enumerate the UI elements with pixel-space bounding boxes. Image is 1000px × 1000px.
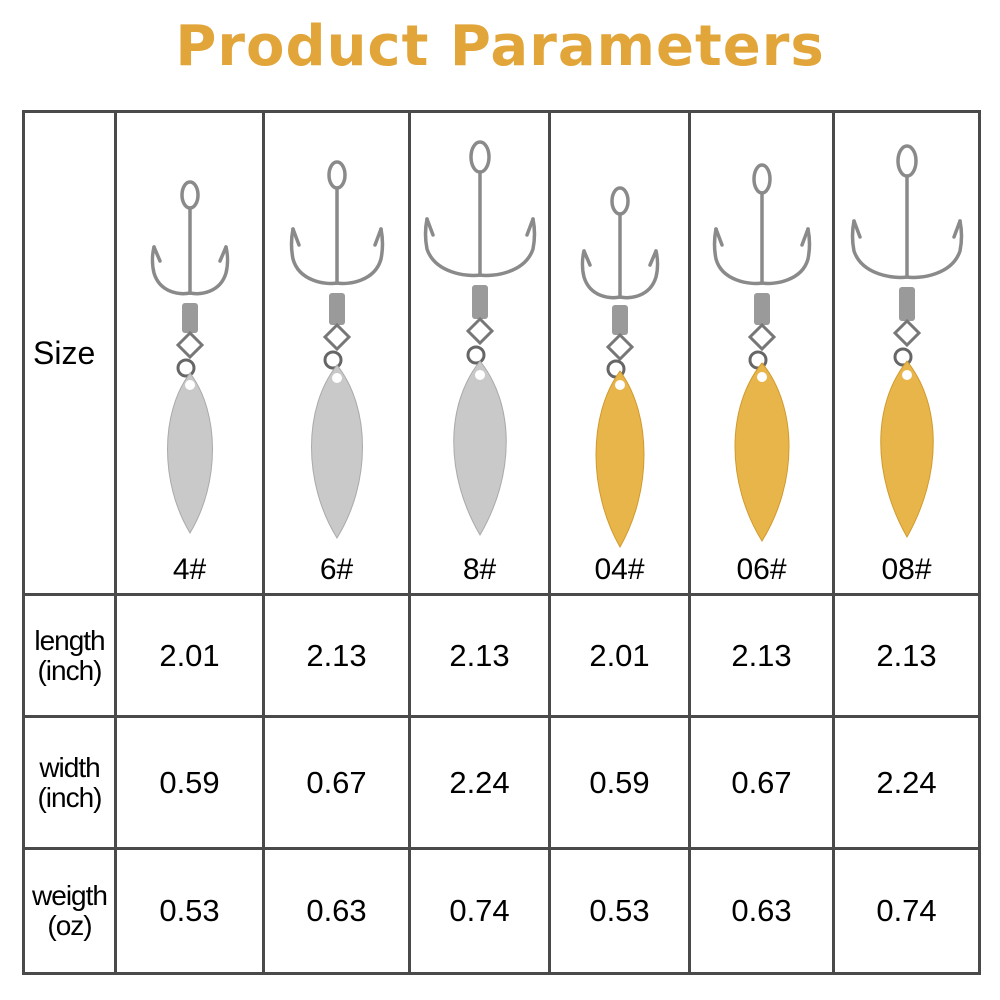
size-cell: 06# — [688, 110, 835, 596]
gold-spinner-hook-icon — [580, 186, 659, 549]
length-value: 2.13 — [408, 593, 551, 718]
gold-spinner-hook-icon — [850, 144, 963, 539]
size-label: 06# — [736, 553, 787, 586]
weight-row: weigth (oz) 0.53 0.63 0.74 0.53 0.63 0.7… — [22, 847, 981, 975]
weight-value: 0.74 — [832, 847, 981, 975]
length-value: 2.13 — [832, 593, 981, 718]
weight-value: 0.53 — [548, 847, 691, 975]
size-cell: 04# — [548, 110, 691, 596]
width-value: 0.59 — [548, 715, 691, 850]
size-label: 4# — [172, 553, 207, 586]
size-label: 8# — [462, 553, 497, 586]
weight-value: 0.63 — [688, 847, 835, 975]
size-cell: 8# — [408, 110, 551, 596]
weight-value: 0.63 — [262, 847, 411, 975]
width-value: 0.67 — [688, 715, 835, 850]
gold-spinner-hook-icon — [712, 163, 811, 542]
silver-spinner-hook-icon — [423, 140, 536, 536]
length-value: 2.01 — [548, 593, 691, 718]
size-label: 6# — [319, 553, 354, 586]
width-row: width (inch) 0.59 0.67 2.24 0.59 0.67 2.… — [22, 715, 981, 850]
silver-spinner-hook-icon — [150, 180, 229, 534]
length-value: 2.13 — [688, 593, 835, 718]
page-title: Product Parameters — [175, 14, 825, 79]
size-cell: 6# — [262, 110, 411, 596]
width-value: 0.67 — [262, 715, 411, 850]
size-row: Size 4# — [22, 110, 981, 596]
size-label: 08# — [881, 553, 932, 586]
size-cell: 08# — [832, 110, 981, 596]
size-cell: 4# — [114, 110, 265, 596]
row-header-weight: weigth (oz) — [22, 847, 117, 975]
row-header-length: length (inch) — [22, 593, 117, 718]
weight-value: 0.53 — [114, 847, 265, 975]
length-value: 2.01 — [114, 593, 265, 718]
width-value: 2.24 — [408, 715, 551, 850]
width-value: 0.59 — [114, 715, 265, 850]
silver-spinner-hook-icon — [289, 160, 384, 539]
length-row: length (inch) 2.01 2.13 2.13 2.01 2.13 2… — [22, 593, 981, 718]
size-label: 04# — [594, 553, 645, 586]
weight-value: 0.74 — [408, 847, 551, 975]
width-value: 2.24 — [832, 715, 981, 850]
row-header-width: width (inch) — [22, 715, 117, 850]
row-header-size: Size — [22, 110, 117, 596]
parameters-table: Size 4# — [22, 110, 981, 975]
length-value: 2.13 — [262, 593, 411, 718]
